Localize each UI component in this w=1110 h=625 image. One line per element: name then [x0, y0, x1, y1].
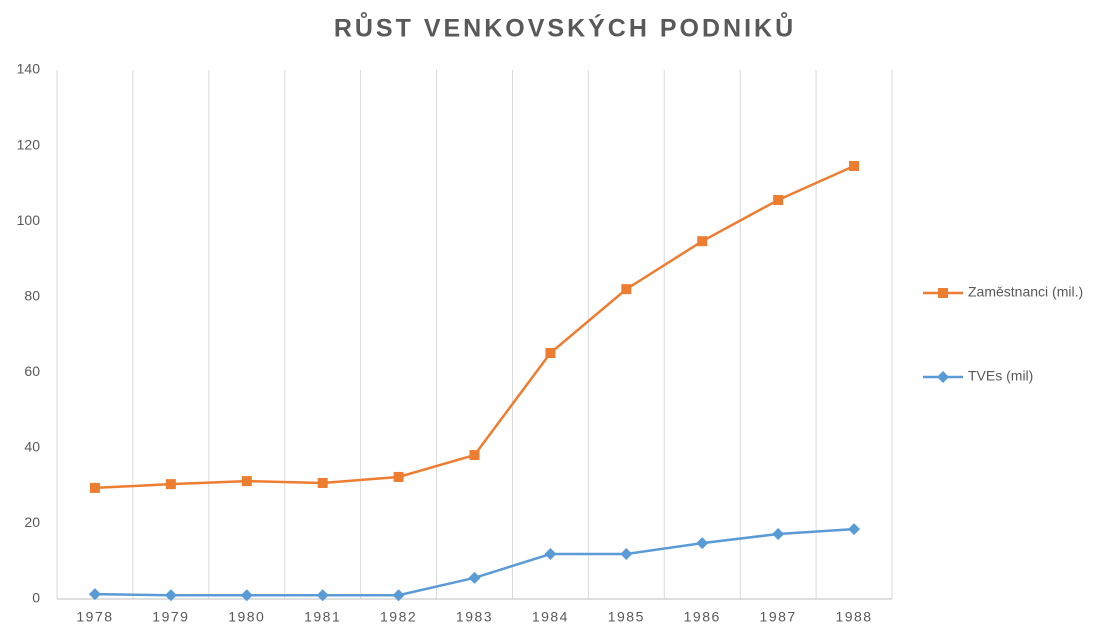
- marker: [165, 479, 176, 490]
- y-tick-label: 120: [17, 136, 41, 152]
- y-tick-label: 20: [24, 514, 40, 530]
- marker: [697, 236, 708, 247]
- y-tick-label: 40: [24, 439, 40, 455]
- marker: [240, 589, 253, 602]
- x-tick-label: 1984: [532, 609, 569, 625]
- marker: [545, 348, 556, 359]
- marker: [772, 528, 785, 541]
- x-tick-label: 1982: [380, 609, 417, 625]
- y-tick-label: 0: [32, 590, 40, 606]
- chart-title: RŮST VENKOVSKÝCH PODNIKŮ: [334, 11, 796, 43]
- x-tick-label: 1986: [684, 609, 721, 625]
- marker: [88, 588, 101, 601]
- marker: [241, 476, 252, 487]
- marker: [469, 450, 480, 461]
- marker: [849, 160, 860, 171]
- marker: [544, 548, 557, 561]
- x-tick-label: 1983: [456, 609, 493, 625]
- y-tick-label: 80: [24, 287, 40, 303]
- y-tick-label: 60: [24, 363, 40, 379]
- x-tick-label: 1985: [608, 609, 645, 625]
- y-tick-label: 100: [17, 212, 41, 228]
- marker: [773, 194, 784, 205]
- marker: [938, 288, 948, 298]
- y-tick-label: 140: [17, 61, 41, 77]
- marker: [317, 477, 328, 488]
- marker: [393, 471, 404, 482]
- x-tick-label: 1988: [835, 609, 872, 625]
- marker: [392, 589, 405, 602]
- x-tick-label: 1978: [76, 609, 113, 625]
- marker: [620, 548, 633, 561]
- marker: [316, 589, 329, 602]
- legend-label: TVEs (mil): [968, 368, 1033, 384]
- marker: [164, 589, 177, 602]
- x-tick-label: 1987: [760, 609, 797, 625]
- x-tick-label: 1979: [152, 609, 189, 625]
- legend-label: Zaměstnanci (mil.): [968, 284, 1083, 300]
- marker: [621, 284, 632, 295]
- x-tick-label: 1980: [228, 609, 265, 625]
- marker: [696, 537, 709, 550]
- x-tick-label: 1981: [304, 609, 341, 625]
- marker: [468, 571, 481, 584]
- marker: [89, 482, 100, 493]
- marker: [937, 371, 949, 383]
- marker: [848, 523, 861, 536]
